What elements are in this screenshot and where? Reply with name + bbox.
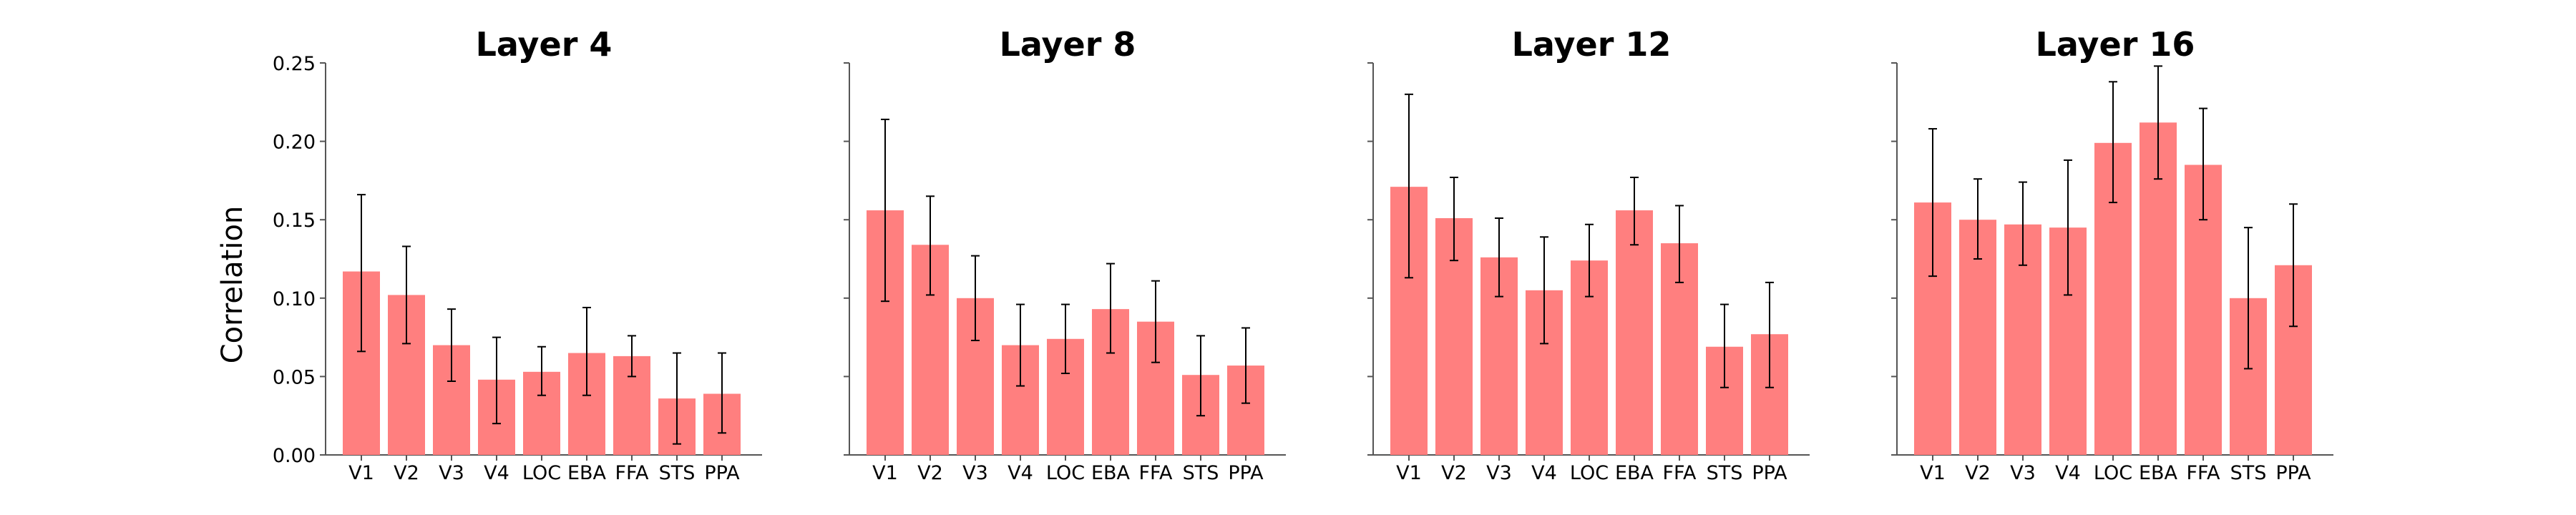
x-tick-label: FFA [1662,462,1697,484]
x-tick-label: PPA [704,462,740,484]
x-tick-label: STS [659,462,696,484]
x-tick-label: V3 [1486,462,1512,484]
x-tick-label: LOC [522,462,561,484]
x-tick-label: LOC [2094,462,2132,484]
x-tick-label: V4 [484,462,509,484]
x-tick-label: STS [1183,462,1219,484]
panel-title: Layer 4 [476,25,613,64]
x-tick-label: STS [1707,462,1743,484]
x-tick-label: V4 [2055,462,2081,484]
x-tick-label: PPA [1752,462,1787,484]
bar [1616,210,1653,455]
x-tick-label: V1 [872,462,898,484]
y-tick-label: 0.05 [273,366,316,388]
x-tick-label: V4 [1531,462,1557,484]
x-tick-label: V2 [394,462,419,484]
x-tick-label: PPA [1228,462,1264,484]
x-tick-label: EBA [1615,462,1654,484]
x-tick-label: V1 [348,462,374,484]
y-tick-label: 0.10 [273,288,316,310]
y-tick-label: 0.00 [273,445,316,467]
x-tick-label: V4 [1008,462,1033,484]
y-tick-label: 0.20 [273,132,316,154]
x-tick-label: FFA [2186,462,2220,484]
x-tick-label: EBA [567,462,607,484]
x-tick-label: V2 [1441,462,1467,484]
x-tick-label: V1 [1396,462,1422,484]
x-tick-label: FFA [1138,462,1173,484]
y-tick-label: 0.15 [273,210,316,232]
x-tick-label: V3 [2010,462,2036,484]
y-tick-label: 0.25 [273,53,316,75]
x-tick-label: V3 [962,462,988,484]
chart-panel: Layer 4 0.00 0.05 0.10 0.15 0.20 0.25 V1 V2 V3 V4 L… [273,25,762,484]
x-tick-label: EBA [2139,462,2178,484]
chart-panel: Layer 16 V1 V2 V3 V4 LOC EBA FFA STS PPA [1891,25,2333,484]
x-tick-label: V2 [917,462,943,484]
x-tick-label: STS [2230,462,2267,484]
panel-title: Layer 16 [2036,25,2195,64]
chart-panel: Layer 12 V1 V2 V3 V4 LOC EBA FFA STS PPA [1367,25,1810,484]
chart-panel: Layer 8 V1 V2 V3 V4 LOC EBA FFA STS PPA [844,25,1286,484]
x-tick-label: V3 [439,462,464,484]
x-tick-label: PPA [2275,462,2311,484]
x-tick-label: EBA [1091,462,1131,484]
x-tick-label: LOC [1046,462,1085,484]
x-tick-label: V2 [1965,462,1991,484]
panel-title: Layer 8 [1000,25,1136,64]
x-tick-label: FFA [615,462,649,484]
panel-title: Layer 12 [1512,25,1672,64]
x-tick-label: V1 [1920,462,1946,484]
x-tick-label: LOC [1570,462,1609,484]
y-axis-label: Correlation [216,206,249,364]
